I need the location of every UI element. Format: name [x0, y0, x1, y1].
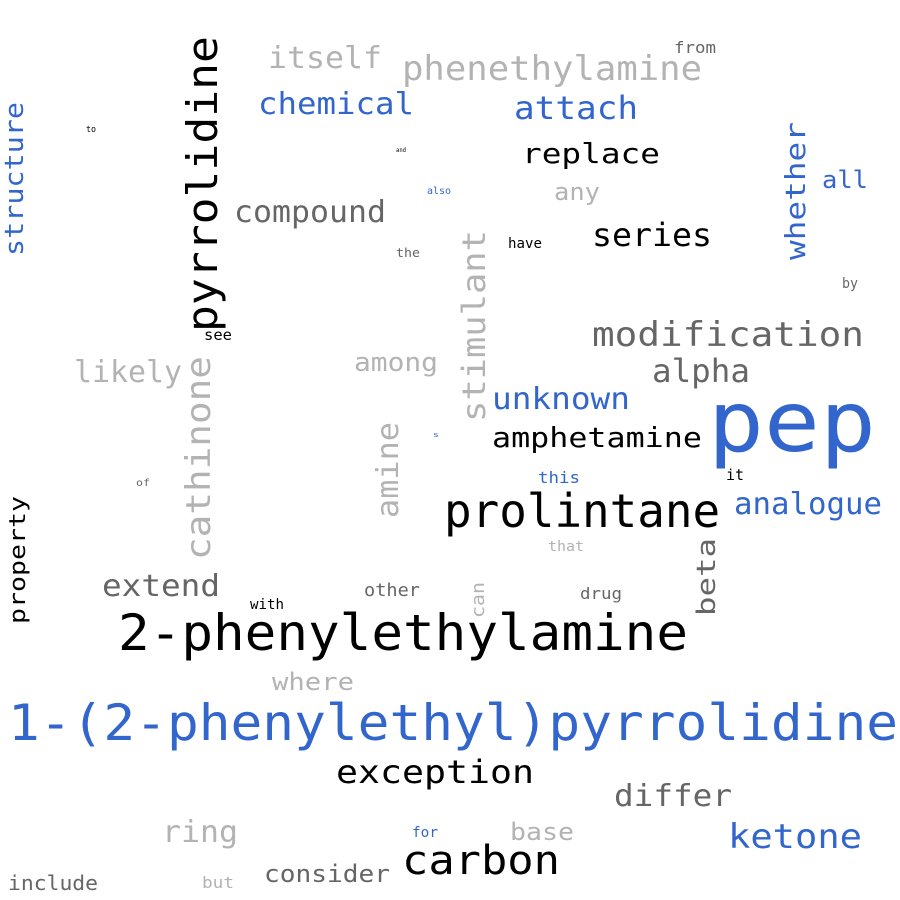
word-extend: extend [102, 569, 221, 604]
word-base: base [510, 818, 574, 846]
word-can: can [468, 582, 489, 618]
word-analogue: analogue [734, 487, 882, 522]
word-any: any [554, 178, 601, 206]
word-that: that [548, 539, 585, 555]
word-with: with [250, 597, 284, 613]
word-compound: compound [234, 195, 387, 230]
word-include: include [8, 871, 99, 895]
word-all: all [822, 166, 869, 194]
word-where: where [272, 668, 355, 696]
word-by: by [842, 276, 858, 292]
word-attach: attach [514, 89, 639, 127]
word-ketone: ketone [728, 817, 863, 857]
word-prolintane: prolintane [444, 484, 721, 538]
word-exception: exception [336, 753, 535, 791]
word-property: property [6, 495, 31, 624]
word-beta: beta [692, 537, 722, 616]
word-chemical: chemical [258, 87, 415, 122]
word-the: the [396, 246, 421, 260]
word-for: for [412, 825, 439, 841]
word-also: also [427, 186, 451, 197]
word-carbon: carbon [402, 838, 560, 884]
word-replace: replace [522, 137, 660, 170]
word-structure: structure [0, 102, 30, 257]
word-2-phenylethylamine: 2-phenylethylamine [118, 604, 689, 662]
word-from: from [674, 38, 716, 57]
word-of: of [136, 478, 150, 489]
word-consider: consider [264, 860, 390, 888]
word-itself: itself [268, 41, 383, 76]
word-but: but [202, 873, 234, 892]
word-this: this [538, 468, 580, 487]
word-s: s [433, 431, 439, 439]
word-drug: drug [580, 584, 622, 603]
word-1-2-phenylethyl-pyrrolidine: 1-(2-phenylethyl)pyrrolidine [8, 694, 899, 752]
word-it: it [726, 466, 745, 484]
word-cathinone: cathinone [179, 356, 219, 560]
word-alpha: alpha [652, 352, 750, 390]
word-series: series [592, 216, 712, 254]
word-differ: differ [614, 779, 733, 814]
word-modification: modification [592, 315, 864, 355]
word-have: have [508, 236, 542, 252]
word-stimulant: stimulant [455, 230, 493, 422]
word-among: among [354, 348, 438, 378]
word-to: to [86, 125, 96, 135]
word-amine: amine [371, 421, 406, 518]
word-other: other [364, 580, 420, 601]
word-pyrrolidine: pyrrolidine [178, 36, 227, 332]
word-and: and [396, 147, 406, 154]
word-amphetamine: amphetamine [492, 421, 702, 454]
word-unknown: unknown [492, 382, 630, 417]
word-likely: likely [74, 355, 183, 390]
word-ring: ring [162, 815, 239, 850]
word-see: see [204, 326, 232, 344]
word-phenethylamine: phenethylamine [402, 49, 703, 89]
word-whether: whether [779, 122, 812, 260]
word-pep: pep [708, 373, 876, 471]
